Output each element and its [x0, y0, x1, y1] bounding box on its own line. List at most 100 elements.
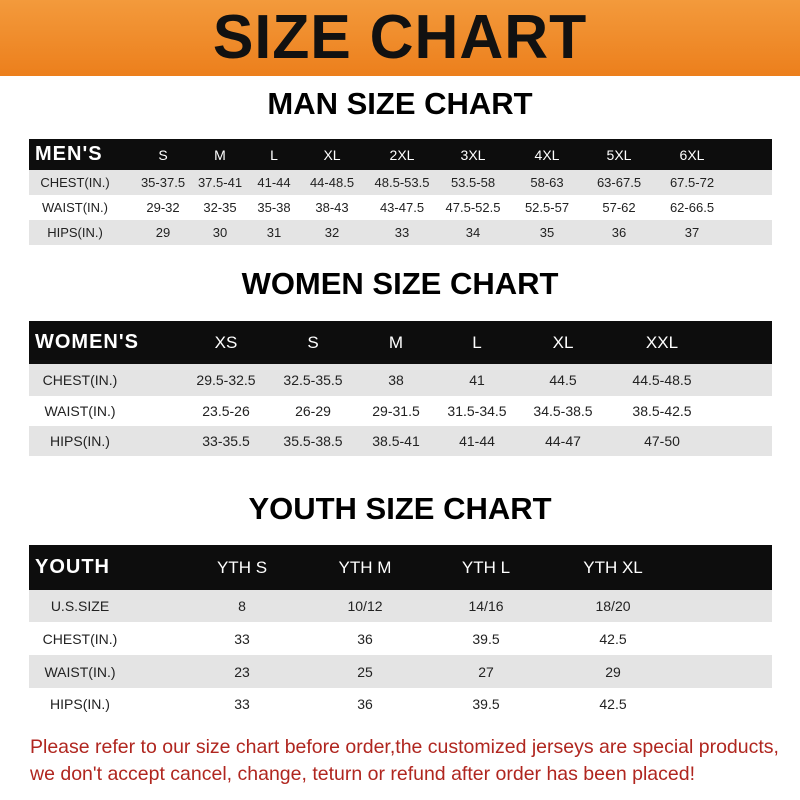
- table-cell: 32: [324, 225, 340, 240]
- table-cell: 14/16: [468, 598, 504, 614]
- table-cell: 18/20: [595, 598, 631, 614]
- table-cell: 67.5-72: [669, 175, 715, 190]
- table-cell: 38: [388, 372, 404, 388]
- table-cell: 47.5-52.5: [445, 200, 501, 215]
- men-header-row: MEN'S S M L XL 2XL 3XL 4XL 5XL 6XL: [29, 139, 772, 170]
- notice-line-2: we don't accept cancel, change, teturn o…: [30, 763, 695, 785]
- table-cell: 43-47.5: [379, 200, 425, 215]
- table-cell: 42.5: [599, 630, 627, 647]
- table-cell: 37: [684, 225, 700, 240]
- row-label: CHEST(IN.): [42, 630, 118, 647]
- table-cell: 30: [212, 225, 228, 240]
- women-section-title: WOMEN SIZE CHART: [241, 266, 559, 301]
- table-cell: 38.5-41: [372, 433, 420, 449]
- row-label: WAIST(IN.): [44, 663, 116, 680]
- table-row: HIPS(IN.) 29 30 31 32 33 34 35 36 37: [29, 220, 772, 245]
- size-header: XL: [552, 332, 574, 352]
- table-cell: 25: [357, 663, 373, 680]
- table-cell: 41: [469, 372, 485, 388]
- men-header-label: MEN'S: [35, 143, 103, 165]
- order-notice: Please refer to our size chart before or…: [30, 734, 790, 788]
- row-label: WAIST(IN.): [44, 403, 116, 419]
- table-cell: 38-43: [315, 200, 349, 215]
- table-cell: 37.5-41: [197, 175, 243, 190]
- table-cell: 58-63: [530, 175, 564, 190]
- table-cell: 36: [357, 630, 373, 647]
- row-label: CHEST(IN.): [40, 175, 110, 190]
- notice-line-1: Please refer to our size chart before or…: [30, 736, 779, 758]
- row-label: HIPS(IN.): [47, 225, 103, 240]
- size-header: XXL: [645, 332, 679, 352]
- table-row: HIPS(IN.) 33-35.5 35.5-38.5 38.5-41 41-44 44-…: [29, 426, 772, 456]
- table-cell: 44-48.5: [309, 175, 355, 190]
- row-label: HIPS(IN.): [50, 696, 110, 712]
- table-cell: 34.5-38.5: [533, 403, 593, 419]
- table-cell: 35-37.5: [140, 175, 186, 190]
- table-cell: 26-29: [295, 403, 331, 419]
- table-cell: 39.5: [472, 696, 500, 712]
- size-header: S: [158, 146, 168, 163]
- table-cell: 44-47: [545, 433, 581, 449]
- table-cell: 44.5-48.5: [632, 372, 692, 388]
- table-cell: 33-35.5: [202, 433, 250, 449]
- table-cell: 63-67.5: [596, 175, 642, 190]
- table-cell: 33: [234, 630, 250, 647]
- table-cell: 39.5: [472, 630, 500, 647]
- table-cell: 32-35: [203, 200, 237, 215]
- table-cell: 23: [234, 663, 250, 680]
- women-size-table: WOMEN'S XS S M L XL XXL CHEST(IN.) 29.5-32.5 32.5…: [29, 321, 772, 456]
- table-cell: 34: [465, 225, 481, 240]
- youth-header-row: YOUTH YTH S YTH M YTH L YTH XL: [29, 545, 772, 590]
- table-row: CHEST(IN.) 29.5-32.5 32.5-35.5 38 41 44.5 44.5…: [29, 364, 772, 396]
- table-cell: 41-44: [257, 175, 291, 190]
- table-cell: 44.5: [549, 372, 577, 388]
- men-size-table: MEN'S S M L XL 2XL 3XL 4XL 5XL 6XL CHEST(IN.) 35-37…: [29, 139, 772, 245]
- table-cell: 35: [539, 225, 555, 240]
- table-cell: 35.5-38.5: [283, 433, 343, 449]
- table-cell: 52.5-57: [524, 200, 570, 215]
- table-cell: 29-32: [146, 200, 180, 215]
- size-header: 3XL: [460, 146, 486, 163]
- table-row: WAIST(IN.) 23.5-26 26-29 29-31.5 31.5-34.5 34…: [29, 396, 772, 426]
- table-cell: 36: [357, 696, 373, 712]
- table-cell: 53.5-58: [450, 175, 496, 190]
- table-cell: 47-50: [644, 433, 680, 449]
- title-banner: SIZE CHART: [0, 0, 800, 76]
- table-cell: 36: [611, 225, 627, 240]
- row-label: HIPS(IN.): [50, 433, 110, 449]
- table-cell: 29-31.5: [372, 403, 420, 419]
- table-row: CHEST(IN.) 33 36 39.5 42.5: [29, 622, 772, 655]
- size-header: YTH L: [461, 557, 511, 577]
- table-cell: 10/12: [347, 598, 383, 614]
- row-label: U.S.SIZE: [50, 598, 110, 614]
- table-cell: 33: [394, 225, 410, 240]
- table-cell: 48.5-53.5: [374, 175, 430, 190]
- table-cell: 32.5-35.5: [283, 372, 343, 388]
- size-header: XL: [323, 146, 341, 163]
- table-cell: 31.5-34.5: [447, 403, 507, 419]
- row-label: WAIST(IN.): [42, 200, 108, 215]
- table-cell: 27: [478, 663, 494, 680]
- table-cell: 35-38: [257, 200, 291, 215]
- women-header-label: WOMEN'S: [35, 331, 139, 353]
- size-header: 5XL: [606, 146, 632, 163]
- size-header: YTH M: [338, 557, 392, 577]
- table-cell: 41-44: [459, 433, 495, 449]
- size-header: YTH S: [216, 557, 268, 577]
- size-header: YTH XL: [583, 557, 643, 577]
- size-header: S: [307, 332, 319, 352]
- table-cell: 29: [605, 663, 621, 680]
- women-header-row: WOMEN'S XS S M L XL XXL: [29, 321, 772, 364]
- size-header: 4XL: [534, 146, 560, 163]
- table-row: HIPS(IN.) 33 36 39.5 42.5: [29, 688, 772, 720]
- page-title: SIZE CHART: [212, 3, 588, 72]
- table-row: WAIST(IN.) 29-32 32-35 35-38 38-43 43-47.5 47.…: [29, 195, 772, 220]
- table-cell: 23.5-26: [202, 403, 250, 419]
- table-cell: 29: [155, 225, 171, 240]
- table-cell: 38.5-42.5: [632, 403, 692, 419]
- size-header: 2XL: [389, 146, 415, 163]
- size-header: M: [388, 332, 404, 352]
- table-cell: 57-62: [602, 200, 636, 215]
- youth-size-table: YOUTH YTH S YTH M YTH L YTH XL U.S.SIZE 8 10/12…: [29, 545, 772, 720]
- youth-section-title: YOUTH SIZE CHART: [248, 491, 552, 526]
